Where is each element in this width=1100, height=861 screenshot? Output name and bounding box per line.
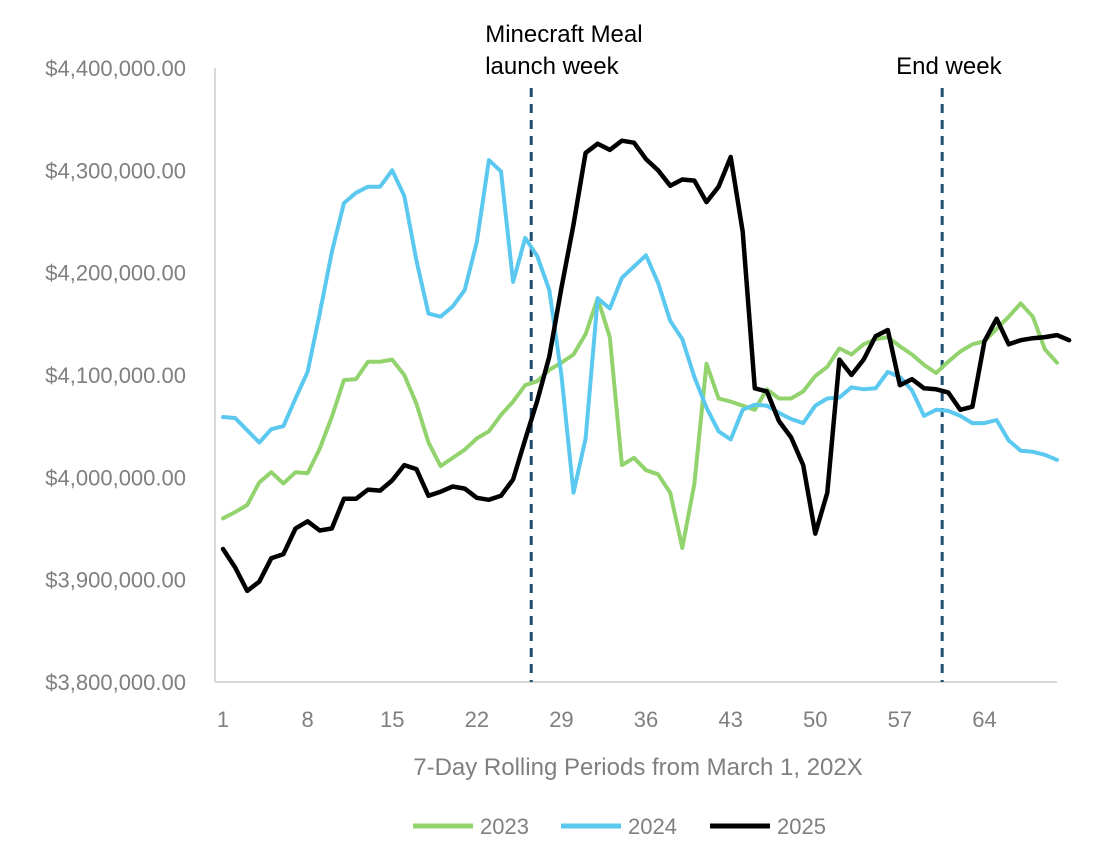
x-tick-label: 8 <box>301 707 313 732</box>
legend-label-2024: 2024 <box>628 814 677 839</box>
series-lines <box>220 138 1072 594</box>
y-tick-label: $4,000,000.00 <box>45 465 186 490</box>
legend-label-2025: 2025 <box>777 814 826 839</box>
series-line-2025 <box>220 138 1072 594</box>
x-tick-label: 36 <box>634 707 658 732</box>
x-tick-label: 57 <box>888 707 912 732</box>
x-tick-label: 29 <box>549 707 573 732</box>
x-tick-label: 15 <box>380 707 404 732</box>
y-tick-label: $4,200,000.00 <box>45 261 186 286</box>
y-tick-label: $4,400,000.00 <box>45 56 186 81</box>
x-tick-label: 22 <box>465 707 489 732</box>
annotation-label: Minecraft Meal <box>485 21 642 48</box>
x-tick-label: 64 <box>972 707 996 732</box>
series-line-2024 <box>221 158 1059 495</box>
x-axis-ticks: 1 8 15 22 29 36 43 50 57 64 <box>217 707 997 732</box>
annotation-label: End week <box>896 53 1002 80</box>
legend-label-2023: 2023 <box>480 814 529 839</box>
x-tick-label: 1 <box>217 707 229 732</box>
x-tick-label: 43 <box>718 707 742 732</box>
y-tick-label: $4,300,000.00 <box>45 158 186 183</box>
legend: 2023 2024 2025 <box>413 814 826 839</box>
annotation-label: launch week <box>485 53 619 80</box>
y-tick-label: $4,100,000.00 <box>45 363 186 388</box>
y-tick-label: $3,900,000.00 <box>45 568 186 593</box>
y-axis-ticks: $3,800,000.00 $3,900,000.00 $4,000,000.00 $… <box>45 56 186 695</box>
y-tick-label: $3,800,000.00 <box>45 670 186 695</box>
annotations: Minecraft Meal launch week End week <box>485 21 1002 80</box>
x-axis-title: 7-Day Rolling Periods from March 1, 202X <box>413 754 863 781</box>
series-line-2023 <box>221 296 1059 550</box>
x-tick-label: 50 <box>803 707 827 732</box>
